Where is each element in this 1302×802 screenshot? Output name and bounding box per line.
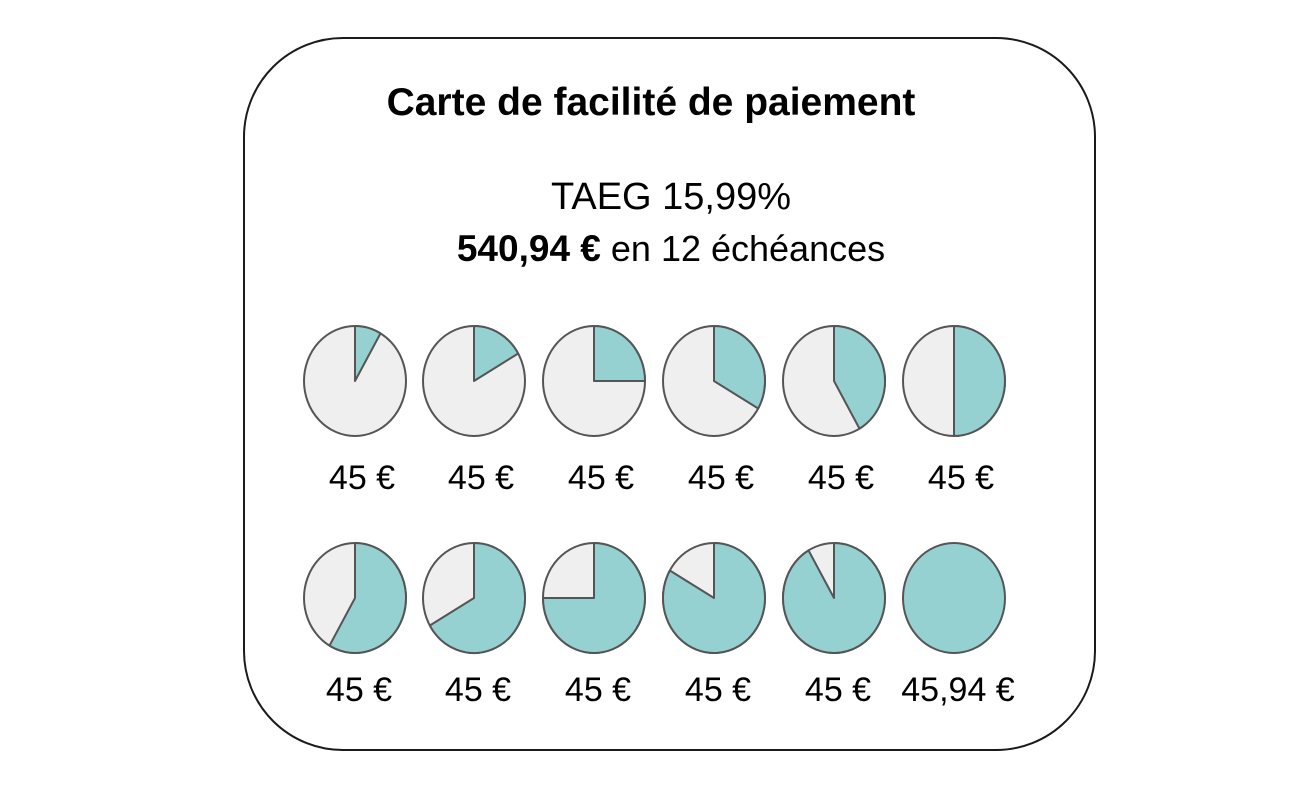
installment-pie [782, 325, 886, 437]
pie-paid-slice [782, 542, 886, 654]
installment-pie [902, 325, 1006, 437]
pie-paid-slice [354, 325, 382, 382]
installment-amount: 45 € [447, 459, 515, 497]
installment-pie [542, 325, 646, 437]
installment-amount: 45 € [564, 671, 632, 709]
total-line: 540,94 € en 12 échéances [0, 226, 1302, 272]
installment-amount: 45 € [567, 459, 635, 497]
installment-pie [303, 542, 407, 654]
installment-pie [303, 325, 407, 437]
installment-amount: 45 € [325, 671, 393, 709]
pie-paid-slice [593, 325, 646, 382]
installment-pie [902, 542, 1006, 654]
installment-pie [422, 542, 526, 654]
pie-paid-slice [473, 325, 520, 382]
rate-text: TAEG 15,99% [550, 176, 792, 218]
installment-pie [782, 542, 886, 654]
pie-paid-slice [833, 325, 886, 430]
installment-amount: 45 € [927, 459, 995, 497]
pie-paid-slice [662, 542, 766, 654]
pie-paid-slice [713, 325, 766, 410]
installment-amount: 45 € [444, 671, 512, 709]
installment-amount: 45,94 € [901, 671, 1015, 709]
pie-paid-slice [902, 542, 1006, 654]
installment-pie [422, 325, 526, 437]
pie-paid-slice [328, 542, 407, 654]
pie-paid-slice [428, 542, 526, 654]
installment-amount: 45 € [687, 459, 755, 497]
installment-amount: 45 € [807, 459, 875, 497]
total-suffix: en 12 échéances [600, 228, 886, 269]
pie-paid-slice [542, 542, 646, 654]
pie-paid-slice [953, 325, 1006, 437]
installment-pie [662, 542, 766, 654]
installment-pie [662, 325, 766, 437]
installment-pie [542, 542, 646, 654]
installment-amount: 45 € [804, 671, 872, 709]
installment-amount: 45 € [328, 459, 396, 497]
total-amount: 540,94 € [456, 228, 601, 269]
card-title: Carte de facilité de paiement [386, 81, 916, 124]
installment-amount: 45 € [684, 671, 752, 709]
